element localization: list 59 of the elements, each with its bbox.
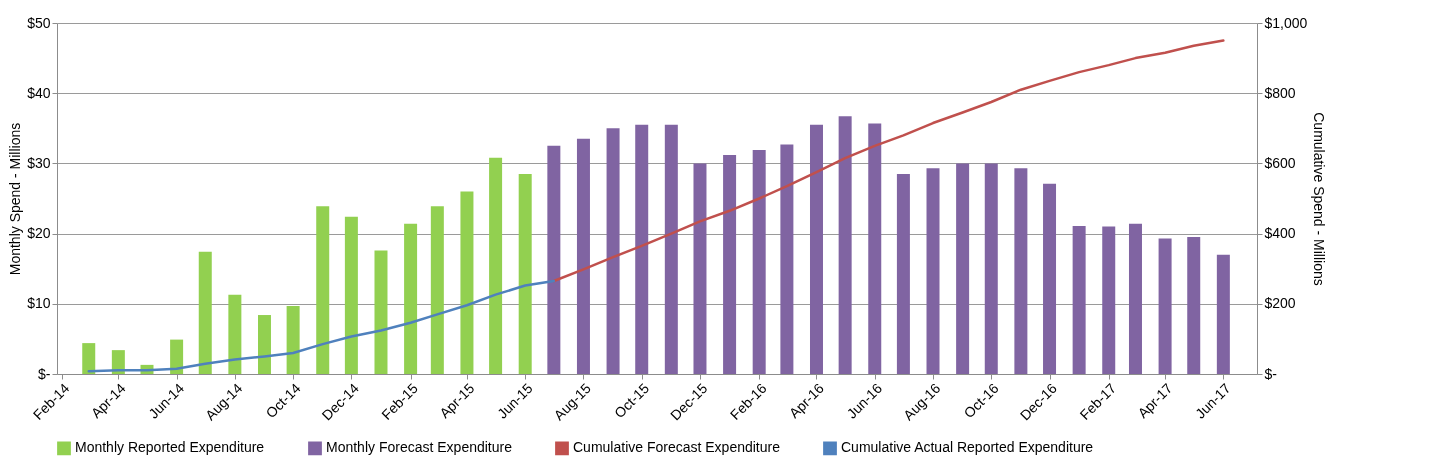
bar (228, 294, 242, 374)
bar (1072, 225, 1086, 374)
bar (460, 191, 474, 374)
bar (257, 315, 271, 374)
bar (111, 350, 125, 374)
bar (984, 163, 998, 374)
bar (286, 305, 300, 374)
y2-tick-label: $- (1264, 365, 1278, 382)
bar (1102, 226, 1116, 374)
y2-tick-label: $1,000 (1264, 14, 1308, 31)
legend-label: Monthly Reported Expenditure (75, 439, 265, 456)
y-tick-label: $50 (27, 14, 51, 31)
bar (896, 173, 910, 374)
bar (430, 206, 444, 374)
bar (1187, 237, 1201, 374)
bar (404, 223, 418, 374)
bar (518, 173, 532, 374)
bar (170, 339, 184, 374)
legend-label: Cumulative Forecast Expenditure (573, 439, 781, 456)
bar (693, 163, 707, 374)
legend-label: Monthly Forecast Expenditure (326, 439, 513, 456)
bar (198, 251, 212, 374)
y2-axis-title: Cumulative Spend - Millions (1311, 112, 1328, 286)
y2-tick-label: $200 (1264, 295, 1296, 312)
y-axis-title: Monthly Spend - Millions (7, 122, 24, 276)
line-series (87, 279, 556, 373)
y2-tick-label: $800 (1264, 84, 1296, 101)
bar (1014, 168, 1028, 374)
bar (344, 216, 358, 374)
bar (547, 145, 561, 374)
bar (780, 144, 794, 374)
bar (489, 157, 503, 374)
bar (664, 124, 678, 374)
legend-label: Cumulative Actual Reported Expenditure (841, 439, 1094, 456)
bar (752, 150, 766, 374)
y-tick-label: $20 (27, 225, 51, 242)
y-tick-label: $10 (27, 295, 51, 312)
line-series (552, 39, 1225, 283)
bar (1216, 254, 1230, 374)
y2-tick-label: $600 (1264, 154, 1296, 171)
bar (606, 128, 620, 374)
bar (723, 154, 737, 374)
bar (1043, 183, 1057, 374)
bar (1128, 223, 1142, 374)
bar (1158, 238, 1172, 374)
y-tick-label: $30 (27, 154, 51, 171)
bar (316, 206, 330, 374)
bar (868, 123, 882, 374)
bar (809, 124, 823, 374)
bar (82, 343, 96, 374)
bar (838, 116, 852, 374)
bar (635, 124, 649, 374)
y2-tick-label: $400 (1264, 225, 1296, 242)
bar (926, 168, 940, 374)
y-tick-label: $- (38, 365, 51, 382)
bar (576, 138, 590, 374)
y-tick-label: $40 (27, 84, 51, 101)
bar (374, 250, 388, 374)
bar (956, 163, 970, 374)
